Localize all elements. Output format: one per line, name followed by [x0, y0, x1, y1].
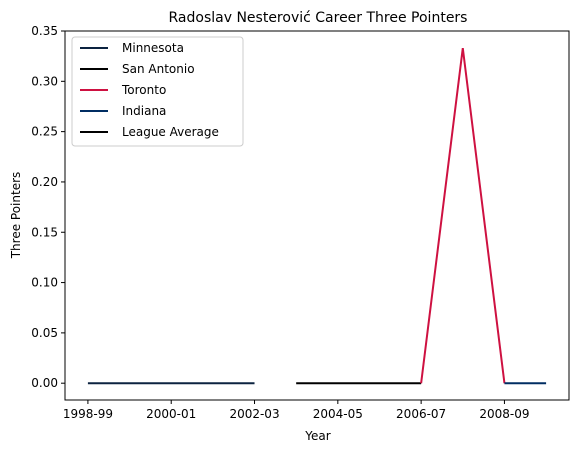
y-tick-label: 0.25 — [31, 125, 58, 139]
legend-box — [71, 36, 244, 147]
legend-label: Minnesota — [122, 41, 184, 55]
y-tick-label: 0.00 — [31, 376, 58, 390]
legend-label: Toronto — [121, 83, 166, 97]
x-tick-label: 2008-09 — [479, 407, 529, 421]
y-axis-label: Three Pointers — [9, 172, 23, 260]
x-tick-label: 2000-01 — [146, 407, 196, 421]
y-tick-label: 0.15 — [31, 225, 58, 239]
legend-label: League Average — [122, 125, 219, 139]
chart-title: Radoslav Nesterović Career Three Pointer… — [169, 10, 468, 26]
legend: Minnesota San Antonio Toronto Indiana League… — [71, 36, 244, 147]
x-tick-label: 1998-99 — [63, 407, 113, 421]
x-axis-label: Year — [304, 429, 330, 443]
legend-label: San Antonio — [122, 62, 195, 76]
x-tick-label: 2006-07 — [396, 407, 446, 421]
y-tick-label: 0.30 — [31, 74, 58, 88]
plot-frame — [64, 30, 570, 401]
y-axis-ticks: 0.00 0.05 0.10 0.15 0.20 0.25 0.30 0.35 — [31, 24, 65, 390]
y-tick-label: 0.20 — [31, 175, 58, 189]
x-tick-label: 2004-05 — [313, 407, 363, 421]
y-tick-label: 0.10 — [31, 276, 58, 290]
series-line-toronto — [420, 47, 506, 384]
y-tick-label: 0.05 — [31, 326, 58, 340]
y-tick-label: 0.35 — [31, 24, 58, 38]
x-axis-ticks: 1998-99 2000-01 2002-03 2004-05 2006-07 2008-… — [63, 400, 530, 421]
x-tick-label: 2002-03 — [229, 407, 279, 421]
legend-label: Indiana — [122, 104, 166, 118]
plot-lines — [87, 47, 547, 385]
